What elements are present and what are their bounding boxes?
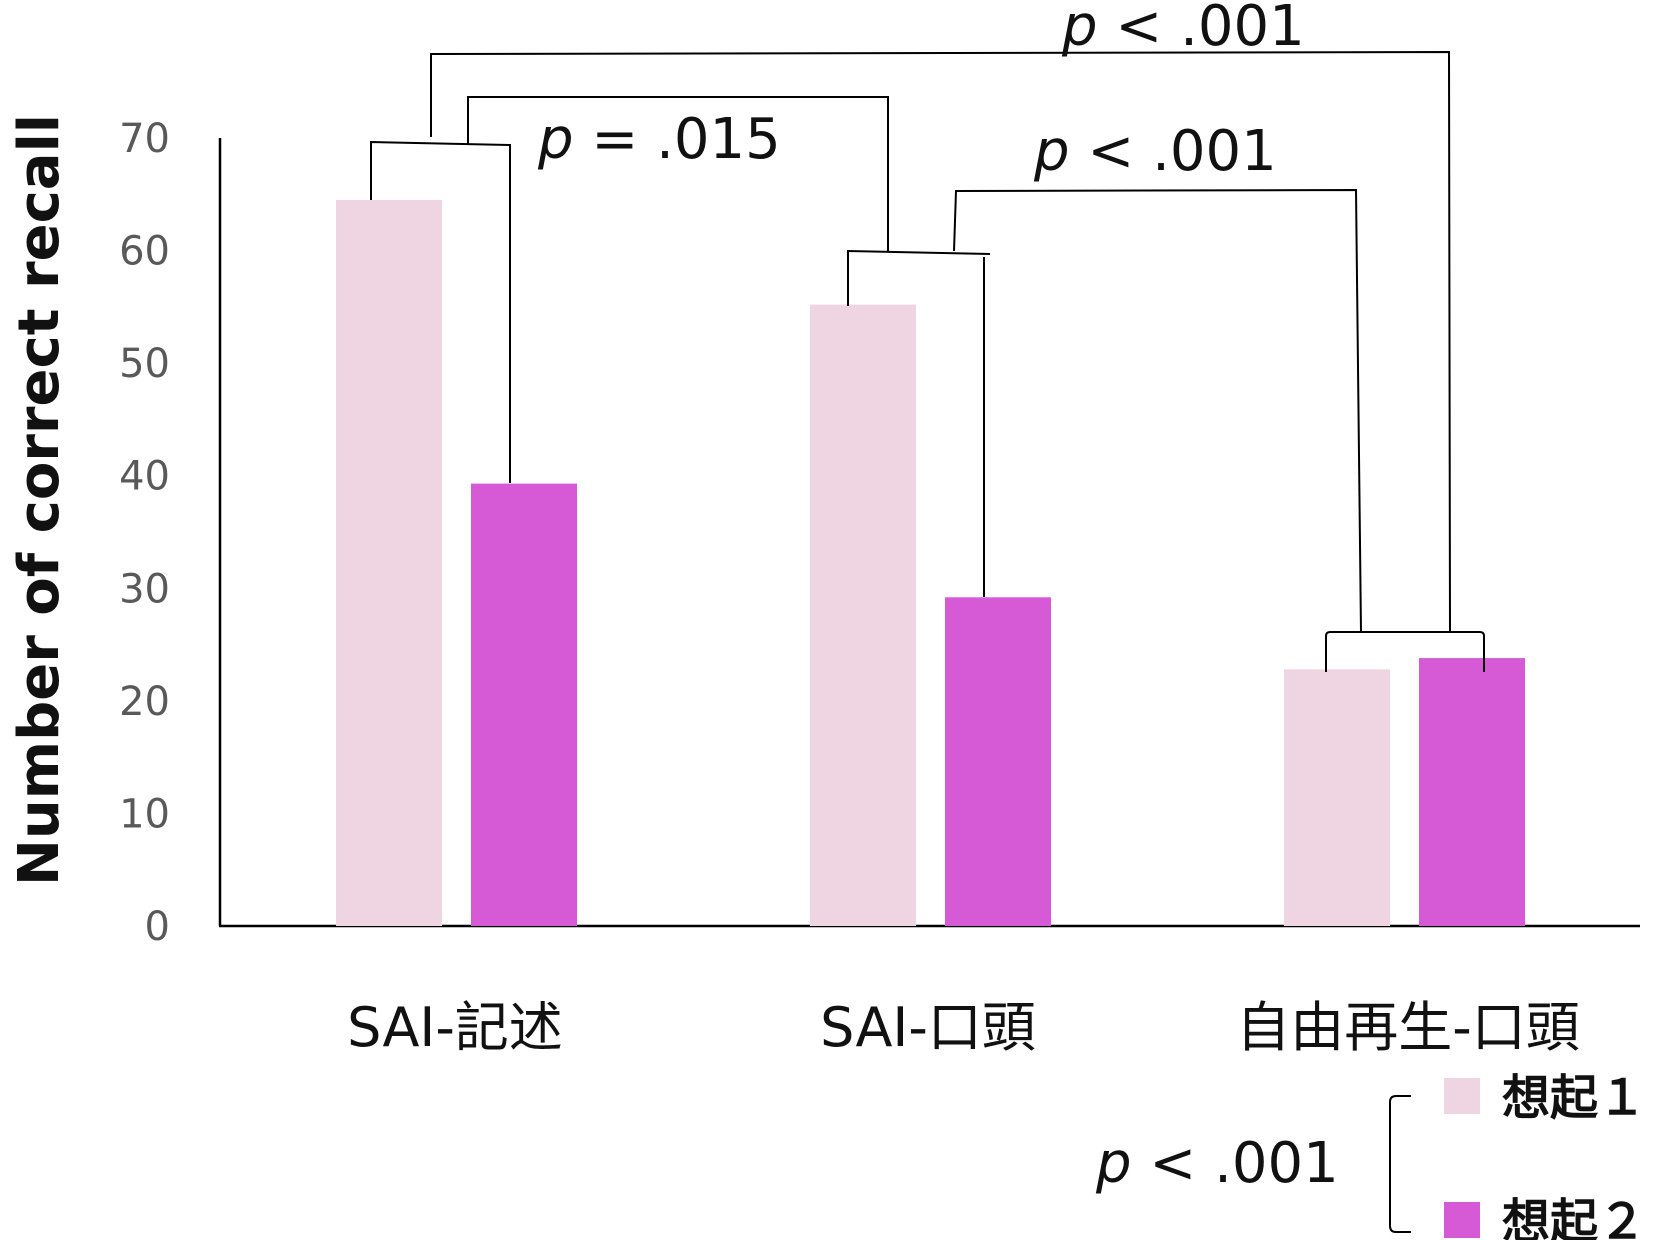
y-tick-label: 60	[119, 229, 170, 275]
sig-label-legend: p < .001	[1095, 1131, 1339, 1196]
bar-1-3	[1284, 669, 1390, 926]
legend-swatch-recall2	[1444, 1202, 1480, 1238]
bracket-writing-vs-free	[430, 50, 1451, 633]
category-label: SAI-口頭	[820, 996, 1036, 1059]
category-label: SAI-記述	[347, 996, 563, 1059]
y-tick-label: 30	[119, 566, 170, 612]
y-tick-label: 70	[119, 116, 170, 162]
bracket-writing-vs-oral	[467, 96, 889, 251]
legend-swatch-recall1	[1444, 1078, 1480, 1114]
y-tick-labels: 0 10 20 30 40 50 60 70	[119, 116, 170, 950]
legend-label-recall2: 想起２	[1502, 1194, 1646, 1240]
y-tick-label: 10	[119, 791, 170, 837]
category-label: 自由再生-口頭	[1236, 996, 1580, 1059]
bar-2-2	[945, 597, 1051, 926]
bracket-free-recall	[1325, 631, 1485, 672]
sig-label-015: p = .015	[537, 107, 781, 172]
y-tick-label: 50	[119, 341, 170, 387]
bar-1-1	[336, 199, 442, 926]
y-axis-label: Number of correct recall	[7, 114, 72, 886]
bars	[336, 199, 1525, 926]
legend-label-recall1: 想起１	[1502, 1070, 1646, 1126]
legend: 想起１ 想起２	[1444, 1070, 1646, 1240]
significance-brackets	[370, 50, 1485, 1233]
y-tick-label: 40	[119, 454, 170, 500]
bracket-sai-writing	[370, 140, 511, 483]
sig-label-oral-vs-free: p < .001	[1033, 119, 1277, 184]
legend-bracket	[1389, 1095, 1411, 1233]
sig-label-top: p < .001	[1061, 0, 1305, 59]
bar-2-3	[1419, 658, 1525, 926]
y-tick-label: 20	[119, 679, 170, 725]
bar-1-2	[810, 304, 916, 926]
bar-2-1	[471, 483, 577, 926]
bracket-sai-oral	[847, 249, 991, 306]
y-tick-label: 0	[145, 904, 170, 950]
category-labels: SAI-記述 SAI-口頭 自由再生-口頭	[347, 996, 1580, 1059]
bracket-oral-vs-free	[953, 188, 1362, 633]
